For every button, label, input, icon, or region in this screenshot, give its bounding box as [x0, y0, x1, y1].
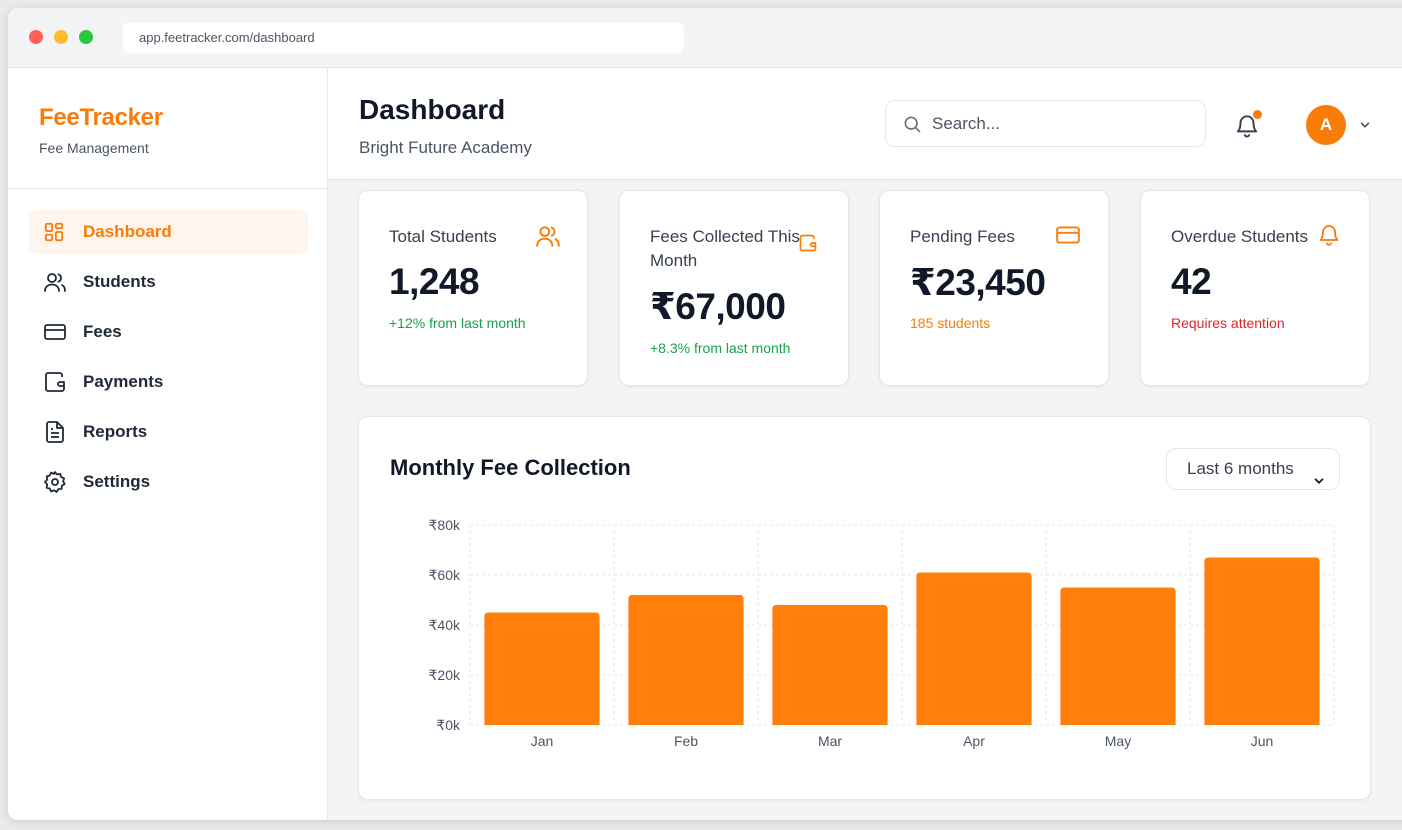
stat-card-overdue-students: Overdue Students 42 Requires attention — [1140, 190, 1370, 386]
minimize-window-button[interactable] — [54, 30, 68, 44]
sidebar-divider — [8, 188, 327, 189]
credit-card-icon — [1055, 222, 1081, 248]
chevron-down-icon[interactable] — [1358, 118, 1372, 132]
chevron-down-icon — [1312, 463, 1326, 484]
stat-card-total-students: Total Students 1,248 +12% from last mont… — [358, 190, 588, 386]
stat-label: Overdue Students — [1171, 227, 1309, 246]
bell-icon — [1234, 115, 1260, 144]
sidebar-item-label: Students — [83, 272, 156, 291]
sidebar: FeeTracker Fee Management Dashboard Stud… — [8, 68, 328, 820]
chart-bar[interactable] — [1204, 557, 1320, 726]
search-icon — [902, 114, 922, 134]
stat-label: Total Students — [389, 227, 497, 246]
avatar[interactable]: A — [1306, 105, 1346, 145]
stat-value: 42 — [1171, 261, 1212, 302]
stat-value: 1,248 — [389, 261, 480, 302]
sidebar-item-dashboard[interactable]: Dashboard — [29, 210, 308, 254]
maximize-window-button[interactable] — [79, 30, 93, 44]
top-header: Dashboard Bright Future Academy A — [328, 68, 1402, 180]
address-bar[interactable]: app.feetracker.com/dashboard — [123, 23, 684, 53]
sidebar-item-fees[interactable]: Fees — [29, 310, 308, 354]
search-box[interactable] — [885, 100, 1206, 147]
stat-note: 185 students — [910, 315, 991, 331]
x-tick-label: Mar — [818, 733, 842, 749]
stat-note: +12% from last month — [389, 315, 526, 331]
sidebar-item-settings[interactable]: Settings — [29, 460, 308, 504]
page-title: Dashboard — [359, 94, 506, 125]
brand-name[interactable]: FeeTracker — [39, 104, 163, 131]
stat-note: Requires attention — [1171, 315, 1285, 331]
stat-label: Pending Fees — [910, 227, 1015, 246]
notifications-button[interactable] — [1234, 110, 1262, 140]
document-icon — [43, 419, 69, 445]
y-tick-label: ₹20k — [429, 667, 461, 683]
bar-chart: ₹0k ₹20k ₹40k ₹60k ₹80k Jan Feb Mar Apr May Jun — [429, 517, 1335, 749]
monthly-fee-chart-card: Monthly Fee Collection Last 6 months ₹0k… — [358, 416, 1371, 800]
browser-window: app.feetracker.com/dashboard FeeTracker … — [8, 8, 1402, 820]
range-select-value: Last 6 months — [1187, 459, 1294, 478]
notification-dot — [1253, 110, 1262, 119]
sidebar-item-label: Reports — [83, 422, 148, 441]
browser-chrome: app.feetracker.com/dashboard — [8, 8, 1402, 68]
wallet-icon — [43, 369, 69, 395]
chart-bar[interactable] — [628, 595, 744, 725]
x-tick-label: Jan — [531, 733, 554, 749]
x-tick-label: Apr — [963, 733, 985, 749]
range-select[interactable]: Last 6 months — [1166, 448, 1340, 490]
sidebar-item-students[interactable]: Students — [29, 260, 308, 304]
x-tick-label: Jun — [1251, 733, 1274, 749]
stat-card-pending-fees: Pending Fees ₹23,450 185 students — [879, 190, 1109, 386]
brand: FeeTracker Fee Management — [39, 104, 163, 156]
brand-subtitle: Fee Management — [39, 140, 149, 156]
chart-title: Monthly Fee Collection — [390, 455, 631, 480]
sidebar-item-label: Payments — [83, 372, 164, 391]
sidebar-nav: Dashboard Students Fees Payments — [29, 210, 308, 510]
main-content: Total Students 1,248 +12% from last mont… — [328, 180, 1402, 820]
sidebar-item-label: Fees — [83, 322, 122, 341]
bell-icon — [1317, 222, 1343, 248]
gear-icon — [43, 469, 69, 495]
page-subtitle: Bright Future Academy — [359, 138, 532, 157]
credit-card-icon — [43, 319, 69, 345]
chart-bar[interactable] — [916, 572, 1032, 726]
sidebar-item-label: Dashboard — [83, 222, 172, 241]
y-tick-label: ₹0k — [436, 717, 461, 733]
sidebar-item-payments[interactable]: Payments — [29, 360, 308, 404]
stat-note: +8.3% from last month — [650, 340, 791, 356]
sidebar-item-label: Settings — [83, 472, 151, 491]
sidebar-item-reports[interactable]: Reports — [29, 410, 308, 454]
close-window-button[interactable] — [29, 30, 43, 44]
wallet-icon — [798, 233, 820, 255]
stat-value: ₹23,450 — [910, 262, 1046, 303]
y-tick-label: ₹80k — [429, 517, 461, 533]
stat-value: ₹67,000 — [650, 286, 786, 327]
x-tick-label: Feb — [674, 733, 698, 749]
dashboard-icon — [43, 219, 69, 245]
users-icon — [43, 269, 69, 295]
users-icon — [535, 223, 561, 249]
chart-bar[interactable] — [1060, 587, 1176, 726]
y-tick-label: ₹60k — [429, 567, 461, 583]
search-input[interactable] — [932, 113, 1182, 134]
chart-bar[interactable] — [484, 612, 600, 726]
stat-label: Fees Collected This Month — [650, 227, 800, 270]
chart-bar[interactable] — [772, 605, 888, 725]
x-tick-label: May — [1105, 733, 1131, 749]
stat-card-fees-collected: Fees Collected This Month ₹67,000 +8.3% … — [619, 190, 849, 386]
y-tick-label: ₹40k — [429, 617, 461, 633]
